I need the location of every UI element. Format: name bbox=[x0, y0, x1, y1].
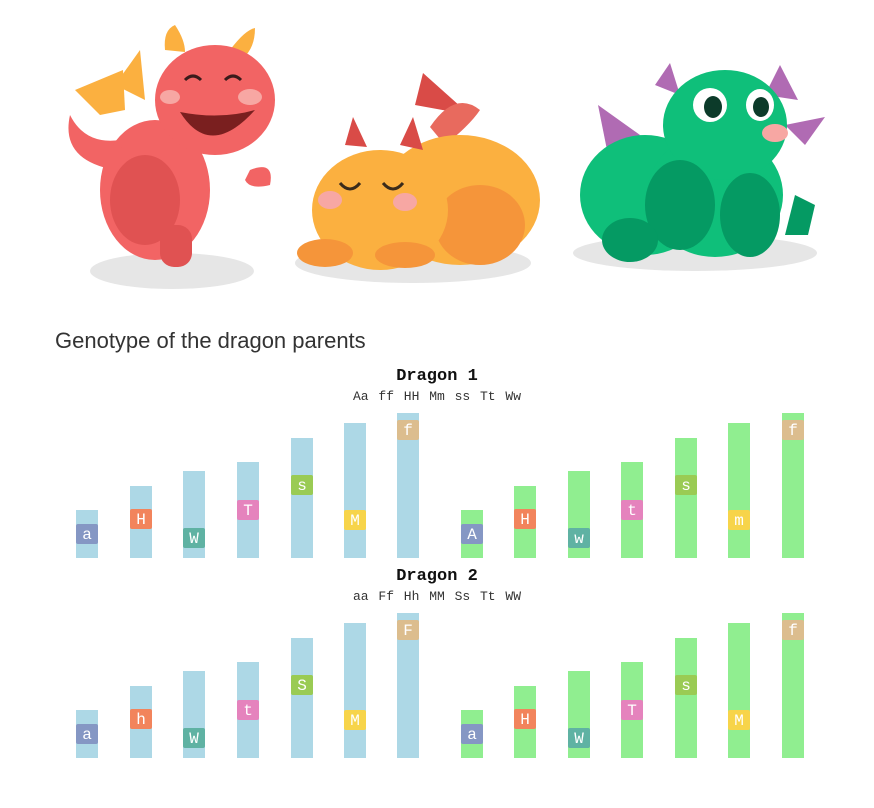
chromosome-b-allele-label-s: s bbox=[681, 677, 691, 695]
chromosome-b-allele-chip-h bbox=[514, 509, 536, 529]
chromosome-b-allele-chip-h bbox=[514, 709, 536, 729]
chromosome-a-allele-label-a: a bbox=[82, 526, 92, 544]
chromosome-b-allele-chip-w bbox=[568, 528, 590, 548]
chromosome-a-allele-chip-a bbox=[76, 524, 98, 544]
chromosome-a-allele-label-t: T bbox=[243, 502, 253, 520]
chromosome-a-segment-m bbox=[344, 423, 366, 558]
chromosome-a-segment-f bbox=[397, 613, 419, 758]
chromosome-a-allele-label-s: S bbox=[297, 677, 307, 695]
chromosome-pair-dragon-1: a H W Ts Mf A Hw t s m f bbox=[76, 413, 804, 558]
chromosome-a-allele-chip-m bbox=[344, 510, 366, 530]
chromosome-b-allele-label-m: m bbox=[734, 512, 744, 530]
chromosome-a-allele-chip-t bbox=[237, 700, 259, 720]
chromosome-b-allele-chip-s bbox=[675, 475, 697, 495]
chromosome-a-allele-label-m: M bbox=[350, 712, 360, 730]
chromosome-a-allele-chip-f bbox=[397, 420, 419, 440]
chromosome-b-allele-chip-a bbox=[461, 724, 483, 744]
chromosome-a-allele-label-a: a bbox=[82, 726, 92, 744]
chromosome-b-allele-label-a: a bbox=[467, 726, 477, 744]
chromosome-a-allele-label-m: M bbox=[350, 512, 360, 530]
chromosome-a-allele-chip-a bbox=[76, 724, 98, 744]
parent-name-dragon-2: Dragon 2 bbox=[396, 567, 478, 586]
chromosome-a-allele-label-h: H bbox=[136, 511, 146, 529]
chromosome-b-allele-label-w: w bbox=[574, 530, 584, 548]
chromosome-b-allele-chip-m bbox=[728, 510, 750, 530]
chromosome-b-allele-chip-f bbox=[782, 620, 804, 640]
genotype-dragon-1: Aa ff HH Mm ss Tt Ww bbox=[352, 389, 522, 404]
chromosome-a-segment-s bbox=[291, 438, 313, 558]
chromosome-b-segment-f bbox=[782, 413, 804, 558]
chromosome-b-segment-f bbox=[782, 613, 804, 758]
chromosome-b-segment-m bbox=[728, 423, 750, 558]
chromosome-b-allele-label-h: H bbox=[520, 511, 530, 529]
chromosome-a-allele-label-f: F bbox=[403, 622, 413, 640]
chromosome-b-allele-chip-a bbox=[461, 524, 483, 544]
genotype-dragon-2: aa Ff Hh MM Ss Tt WW bbox=[352, 589, 522, 604]
chromosome-a-segment-f bbox=[397, 413, 419, 558]
chromosome-a-allele-chip-s bbox=[291, 675, 313, 695]
chromosome-pair-dragon-2: a h Wt S M Fa H W Ts Mf bbox=[76, 613, 804, 758]
chromosome-b-segment-s bbox=[675, 438, 697, 558]
green-dragon-illustration bbox=[573, 63, 825, 271]
dragon-illustrations bbox=[0, 0, 874, 300]
chromosome-b-allele-chip-t bbox=[621, 500, 643, 520]
chromosome-a-allele-chip-w bbox=[183, 528, 205, 548]
chromosome-a-allele-label-t: t bbox=[243, 702, 253, 720]
chromosome-b-allele-label-w: W bbox=[574, 730, 584, 748]
chromosome-b-segment-m bbox=[728, 623, 750, 758]
chromosome-a-allele-chip-f bbox=[397, 620, 419, 640]
chromosome-b-allele-label-f: f bbox=[788, 622, 798, 640]
chromosome-b-allele-chip-w bbox=[568, 728, 590, 748]
chromosome-a-allele-label-w: W bbox=[189, 730, 199, 748]
chromosome-a-allele-chip-h bbox=[130, 509, 152, 529]
chromosome-a-segment-m bbox=[344, 623, 366, 758]
chromosome-a-allele-label-h: h bbox=[136, 711, 146, 729]
red-dragon-illustration bbox=[68, 25, 275, 289]
chromosome-b-allele-label-m: M bbox=[734, 712, 744, 730]
chromosome-b-allele-chip-m bbox=[728, 710, 750, 730]
chromosome-b-allele-label-s: s bbox=[681, 477, 691, 495]
parent-name-dragon-1: Dragon 1 bbox=[396, 367, 478, 386]
chromosome-a-allele-chip-t bbox=[237, 500, 259, 520]
chromosome-a-allele-label-f: f bbox=[403, 422, 413, 440]
chromosome-a-allele-label-w: W bbox=[189, 530, 199, 548]
chromosome-b-allele-label-f: f bbox=[788, 422, 798, 440]
chromosome-a-allele-label-s: s bbox=[297, 477, 307, 495]
chromosome-a-segment-s bbox=[291, 638, 313, 758]
page-title: Genotype of the dragon parents bbox=[55, 328, 366, 353]
chromosome-a-allele-chip-m bbox=[344, 710, 366, 730]
chromosome-b-segment-s bbox=[675, 638, 697, 758]
orange-dragon-illustration bbox=[295, 73, 540, 283]
chromosome-a-allele-chip-s bbox=[291, 475, 313, 495]
chromosome-b-allele-chip-t bbox=[621, 700, 643, 720]
chromosome-b-allele-label-t: t bbox=[627, 502, 637, 520]
chromosome-b-allele-label-h: H bbox=[520, 711, 530, 729]
chromosome-b-allele-chip-s bbox=[675, 675, 697, 695]
chromosome-b-allele-label-t: T bbox=[627, 702, 637, 720]
chromosome-a-allele-chip-h bbox=[130, 709, 152, 729]
chromosome-a-allele-chip-w bbox=[183, 728, 205, 748]
chromosome-b-allele-label-a: A bbox=[467, 526, 477, 544]
chromosome-b-allele-chip-f bbox=[782, 420, 804, 440]
